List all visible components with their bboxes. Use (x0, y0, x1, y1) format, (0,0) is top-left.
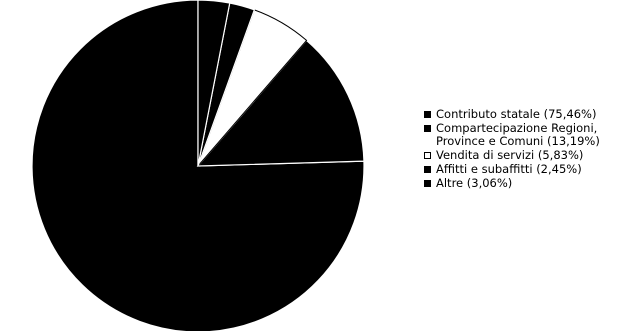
legend-item-altre: Altre (3,06%) (424, 177, 620, 190)
slice-contributo-statale (31, 0, 365, 331)
legend-label-compartecipazione: Compartecipazione Regioni, Province e Co… (436, 121, 600, 148)
legend-label-altre: Altre (3,06%) (436, 176, 513, 190)
legend-swatch-contributo-statale (424, 111, 431, 118)
legend-item-compartecipazione: Compartecipazione Regioni, Province e Co… (424, 122, 620, 148)
legend-item-affitti: Affitti e subaffitti (2,45%) (424, 163, 620, 176)
legend-item-contributo-statale: Contributo statale (75,46%) (424, 108, 620, 121)
legend-item-vendita-servizi: Vendita di servizi (5,83%) (424, 149, 620, 162)
legend-swatch-altre (424, 180, 431, 187)
legend-label-contributo-statale: Contributo statale (75,46%) (436, 107, 597, 121)
legend-label-affitti: Affitti e subaffitti (2,45%) (436, 162, 582, 176)
legend-swatch-vendita-servizi (424, 152, 431, 159)
slice-compartecipazione (196, 39, 365, 167)
legend-swatch-affitti (424, 166, 431, 173)
pie-plot (31, 0, 365, 331)
legend-swatch-compartecipazione (424, 125, 431, 132)
chart-legend: Contributo statale (75,46%) Compartecipa… (424, 108, 620, 191)
slice-altre (197, 0, 231, 167)
legend-label-vendita-servizi: Vendita di servizi (5,83%) (436, 148, 584, 162)
